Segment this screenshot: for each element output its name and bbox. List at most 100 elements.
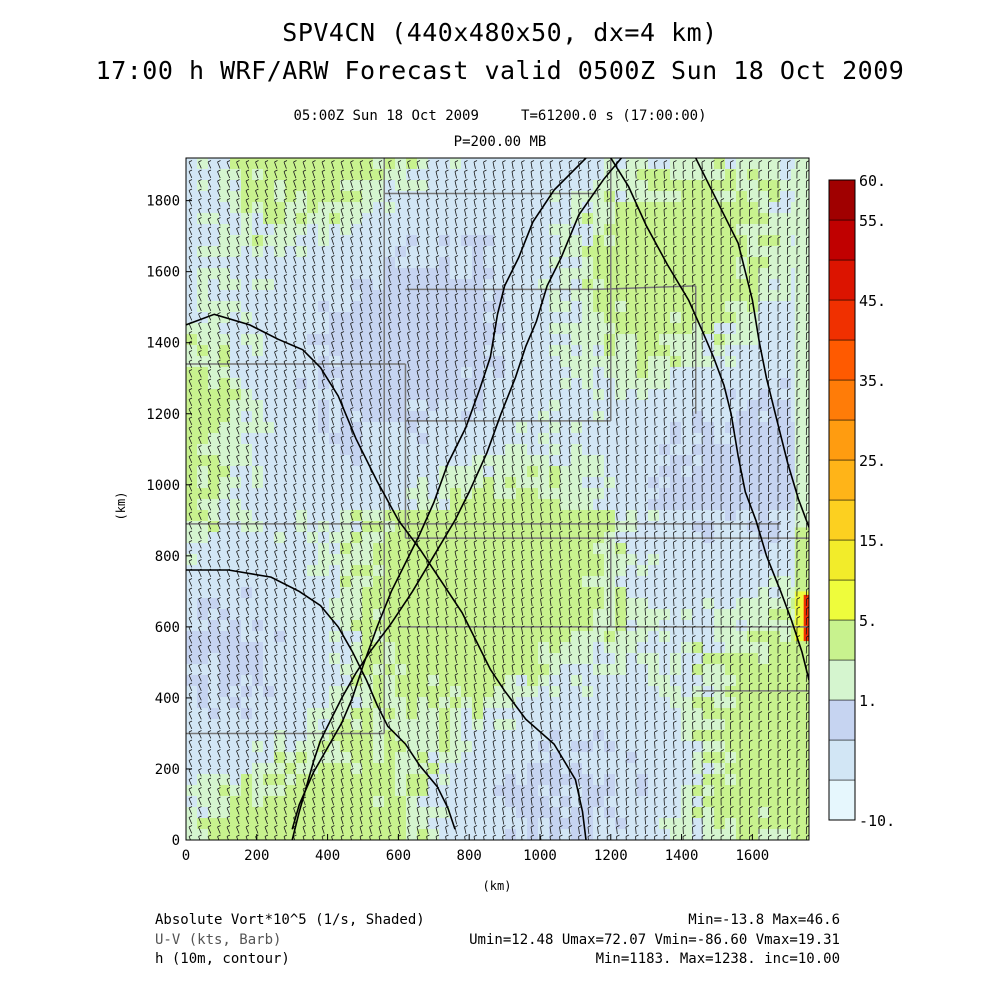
- field-cell: [703, 598, 714, 609]
- field-cell: [604, 565, 615, 576]
- field-cell: [483, 664, 494, 675]
- field-cell: [483, 642, 494, 653]
- field-cell: [615, 301, 626, 312]
- field-cell: [329, 631, 340, 642]
- field-cell: [351, 763, 362, 774]
- field-cell: [307, 763, 318, 774]
- field-cell: [560, 235, 571, 246]
- field-cell: [472, 455, 483, 466]
- field-cell: [329, 312, 340, 323]
- field-cell: [615, 213, 626, 224]
- field-cell: [296, 785, 307, 796]
- field-cell: [252, 169, 263, 180]
- field-cell: [373, 378, 384, 389]
- field-cell: [681, 829, 692, 840]
- field-cell: [494, 367, 505, 378]
- field-cell: [626, 356, 637, 367]
- field-cell: [714, 312, 725, 323]
- field-cell: [219, 686, 230, 697]
- field-cell: [219, 367, 230, 378]
- field-cell: [582, 543, 593, 554]
- field-cell: [593, 510, 604, 521]
- field-cell: [637, 235, 648, 246]
- field-cell: [747, 323, 758, 334]
- field-cell: [351, 565, 362, 576]
- field-cell: [758, 180, 769, 191]
- field-cell: [384, 279, 395, 290]
- field-cell: [395, 389, 406, 400]
- field-cell: [648, 356, 659, 367]
- field-cell: [274, 191, 285, 202]
- field-cell: [340, 169, 351, 180]
- field-cell: [417, 708, 428, 719]
- field-cell: [692, 664, 703, 675]
- field-cell: [571, 213, 582, 224]
- field-cell: [340, 774, 351, 785]
- field-cell: [758, 829, 769, 840]
- field-cell: [758, 213, 769, 224]
- field-cell: [549, 422, 560, 433]
- field-cell: [615, 818, 626, 829]
- field-cell: [615, 598, 626, 609]
- field-cell: [780, 719, 791, 730]
- field-cell: [769, 191, 780, 202]
- footer-vorticity-name: Absolute Vort*10^5 (1/s, Shaded): [155, 912, 425, 928]
- field-cell: [758, 653, 769, 664]
- field-cell: [274, 763, 285, 774]
- field-cell: [219, 268, 230, 279]
- field-cell: [670, 158, 681, 169]
- field-cell: [274, 752, 285, 763]
- field-cell: [692, 488, 703, 499]
- field-cell: [747, 598, 758, 609]
- field-cell: [252, 158, 263, 169]
- field-cell: [747, 664, 758, 675]
- field-cell: [417, 576, 428, 587]
- field-cell: [736, 719, 747, 730]
- field-cell: [428, 631, 439, 642]
- field-cell: [285, 785, 296, 796]
- field-cell: [395, 653, 406, 664]
- field-cell: [560, 279, 571, 290]
- field-cell: [703, 697, 714, 708]
- field-cell: [780, 213, 791, 224]
- field-cell: [648, 224, 659, 235]
- field-cell: [417, 345, 428, 356]
- field-cell: [747, 301, 758, 312]
- field-cell: [373, 730, 384, 741]
- field-cell: [670, 829, 681, 840]
- field-cell: [219, 675, 230, 686]
- field-cell: [186, 642, 197, 653]
- field-cell: [527, 785, 538, 796]
- field-cell: [516, 477, 527, 488]
- field-cell: [626, 224, 637, 235]
- field-cell: [417, 686, 428, 697]
- height-contours: [186, 158, 809, 840]
- field-cell: [758, 664, 769, 675]
- field-cell: [626, 554, 637, 565]
- field-cell: [296, 213, 307, 224]
- field-cell: [736, 708, 747, 719]
- field-cell: [439, 664, 450, 675]
- field-cell: [571, 587, 582, 598]
- field-cell: [340, 444, 351, 455]
- field-cell: [747, 257, 758, 268]
- field-cell: [285, 763, 296, 774]
- field-cell: [703, 433, 714, 444]
- field-cell: [417, 675, 428, 686]
- field-cell: [582, 774, 593, 785]
- field-cell: [505, 466, 516, 477]
- field-cell: [406, 620, 417, 631]
- field-cell: [758, 675, 769, 686]
- field-cell: [538, 796, 549, 807]
- field-cell: [417, 499, 428, 510]
- field-cell: [560, 598, 571, 609]
- field-cell: [780, 631, 791, 642]
- field-cell: [637, 191, 648, 202]
- field-cell: [395, 686, 406, 697]
- height-contour-line: [291, 158, 587, 830]
- field-cell: [516, 807, 527, 818]
- field-cell: [560, 554, 571, 565]
- field-cell: [274, 532, 285, 543]
- field-cell: [351, 796, 362, 807]
- field-cell: [263, 829, 274, 840]
